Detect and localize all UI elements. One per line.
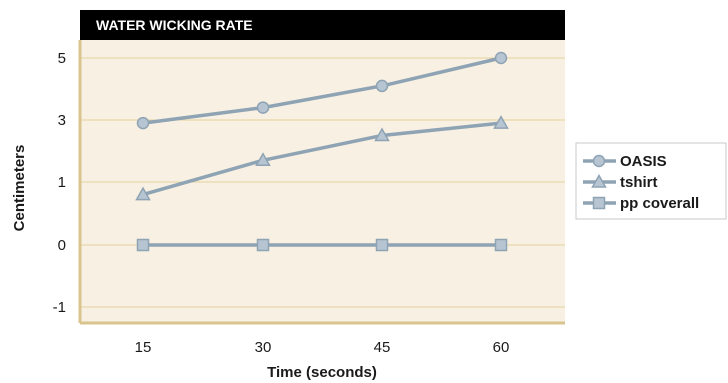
x-tick-label: 30 [255,339,272,356]
legend-label-pp-coverall: pp coverall [620,195,699,212]
series-group [135,51,509,252]
y-axis-title: Centimeters [11,145,28,232]
x-axis-title: Time (seconds) [267,364,377,381]
series-line-tshirt [142,121,502,197]
series-line-oasis [142,56,502,125]
chart-title: WATER WICKING RATE [96,17,253,33]
data-point-pp-coverall [375,238,389,252]
y-tick-label: 0 [58,237,66,254]
y-tick-label: 3 [58,112,66,129]
x-tick-label: 60 [493,339,510,356]
plot-background [80,10,565,323]
y-tick-label: 1 [58,174,66,191]
x-tick-label: 15 [135,339,152,356]
legend: OASIS tshirt pp coverall [575,142,727,220]
x-tick-labels: 15 30 45 60 [135,339,510,356]
data-point-oasis [494,51,508,65]
legend-marker-oasis [592,154,606,168]
data-point-tshirt [135,186,151,201]
legend-marker-tshirt [591,173,607,188]
data-point-oasis [136,116,150,130]
data-point-pp-coverall [136,238,150,252]
y-tick-label: -1 [53,299,66,316]
legend-label-oasis: OASIS [620,153,667,170]
data-point-tshirt [374,127,390,142]
data-point-pp-coverall [256,238,270,252]
x-tick-label: 45 [374,339,391,356]
chart-title-bar [80,10,565,40]
y-tick-labels: 5 3 1 0 -1 [53,50,66,316]
data-point-oasis [375,79,389,93]
data-point-tshirt [493,115,509,129]
legend-label-tshirt: tshirt [620,174,658,191]
data-point-pp-coverall [494,238,508,252]
y-tick-label: 5 [58,50,66,67]
legend-marker-pp-coverall [592,196,606,210]
data-point-oasis [256,101,270,114]
data-point-tshirt [255,152,271,167]
